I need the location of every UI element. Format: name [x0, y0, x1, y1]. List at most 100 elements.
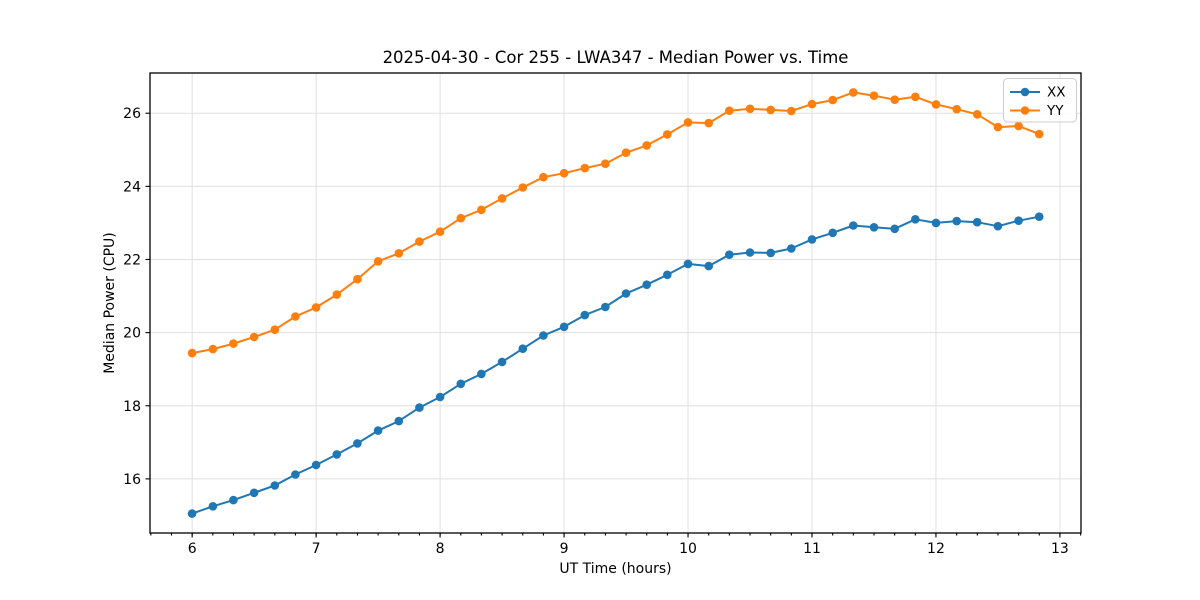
- tick-labels: 6 7 8 9 10 11 12 13 16 18 20 22 24 26: [123, 106, 1069, 557]
- y-tick-label: 20: [123, 326, 141, 342]
- data-point: [601, 302, 610, 312]
- data-point: [187, 509, 197, 518]
- legend: XX YY: [1003, 78, 1077, 123]
- data-point: [931, 218, 941, 228]
- data-point: [539, 331, 548, 340]
- plot-background: [150, 73, 1081, 533]
- data-point: [972, 217, 982, 227]
- y-tick-label: 22: [123, 252, 141, 268]
- y-tick-label: 26: [123, 106, 141, 122]
- y-tick-label: 24: [123, 179, 141, 195]
- data-point: [394, 416, 404, 426]
- data-point: [456, 213, 466, 223]
- data-point: [187, 348, 197, 358]
- data-point: [952, 216, 961, 226]
- x-tick-label: 8: [436, 541, 445, 557]
- data-point: [911, 92, 920, 102]
- data-point: [394, 249, 404, 258]
- data-point: [849, 88, 858, 97]
- data-point: [518, 344, 528, 354]
- data-point: [869, 223, 879, 232]
- data-point: [828, 95, 837, 105]
- data-point: [208, 502, 218, 511]
- data-point: [725, 250, 734, 259]
- data-point: [249, 488, 259, 498]
- data-point: [291, 312, 300, 321]
- data-point: [497, 357, 507, 367]
- data-point: [373, 257, 383, 266]
- data-point: [807, 235, 817, 244]
- series-markers-YY: [187, 88, 1044, 358]
- x-tick-label: 11: [803, 541, 821, 557]
- legend-box: [1003, 78, 1077, 123]
- data-point: [435, 227, 445, 236]
- data-point: [704, 261, 713, 271]
- data-point: [663, 130, 672, 139]
- data-point: [580, 310, 590, 320]
- data-point: [704, 118, 713, 128]
- data-point: [952, 104, 961, 114]
- axes-frame: [149, 72, 1082, 534]
- data-point: [642, 280, 651, 290]
- data-point: [373, 426, 383, 435]
- data-point: [415, 237, 424, 246]
- data-point: [353, 439, 362, 448]
- x-tick-label: 9: [560, 541, 569, 557]
- legend-label: XX: [1047, 85, 1066, 101]
- data-point: [249, 332, 259, 342]
- data-point: [890, 224, 899, 234]
- x-tick-label: 7: [312, 541, 321, 557]
- data-point: [725, 106, 734, 115]
- legend-label: YY: [1046, 103, 1064, 119]
- data-point: [787, 244, 796, 253]
- data-point: [332, 450, 342, 459]
- data-point: [972, 110, 982, 119]
- data-point: [828, 228, 837, 238]
- x-axis-label: UT Time (hours): [559, 561, 672, 577]
- data-point: [849, 221, 858, 230]
- series-markers-XX: [187, 212, 1044, 518]
- data-point: [683, 259, 693, 269]
- x-tick-label: 12: [927, 541, 945, 557]
- y-tick-label: 16: [123, 472, 141, 488]
- data-point: [766, 248, 775, 258]
- legend-swatch-marker: [1020, 87, 1030, 97]
- data-point: [745, 248, 755, 257]
- data-point: [518, 183, 528, 192]
- data-point: [621, 148, 631, 157]
- data-point: [621, 289, 631, 298]
- data-point: [642, 141, 651, 150]
- axis-ticks: [145, 112, 1082, 538]
- data-point: [497, 194, 507, 203]
- data-point: [477, 205, 486, 215]
- chart-title: 2025-04-30 - Cor 255 - LWA347 - Median P…: [382, 48, 849, 67]
- data-point: [539, 172, 548, 182]
- legend-swatch-marker: [1020, 106, 1030, 115]
- data-point: [890, 95, 899, 104]
- data-point: [311, 460, 321, 470]
- data-point: [1014, 121, 1023, 131]
- data-point: [931, 100, 941, 109]
- data-point: [229, 339, 238, 348]
- data-point: [745, 104, 755, 114]
- data-point: [1034, 129, 1044, 139]
- data-point: [1014, 216, 1023, 225]
- data-point: [332, 290, 342, 299]
- data-point: [415, 403, 424, 412]
- data-point: [456, 379, 466, 389]
- data-point: [291, 470, 300, 479]
- data-point: [208, 344, 218, 354]
- data-point: [993, 122, 1003, 132]
- data-point: [559, 168, 569, 178]
- data-point: [1034, 212, 1044, 221]
- grid: [150, 73, 1081, 533]
- x-tick-label: 10: [679, 541, 697, 557]
- data-point: [787, 106, 796, 116]
- data-point: [270, 481, 280, 490]
- data-point: [807, 99, 817, 109]
- data-point: [311, 303, 321, 312]
- x-tick-label: 6: [188, 541, 197, 557]
- data-point: [580, 163, 590, 173]
